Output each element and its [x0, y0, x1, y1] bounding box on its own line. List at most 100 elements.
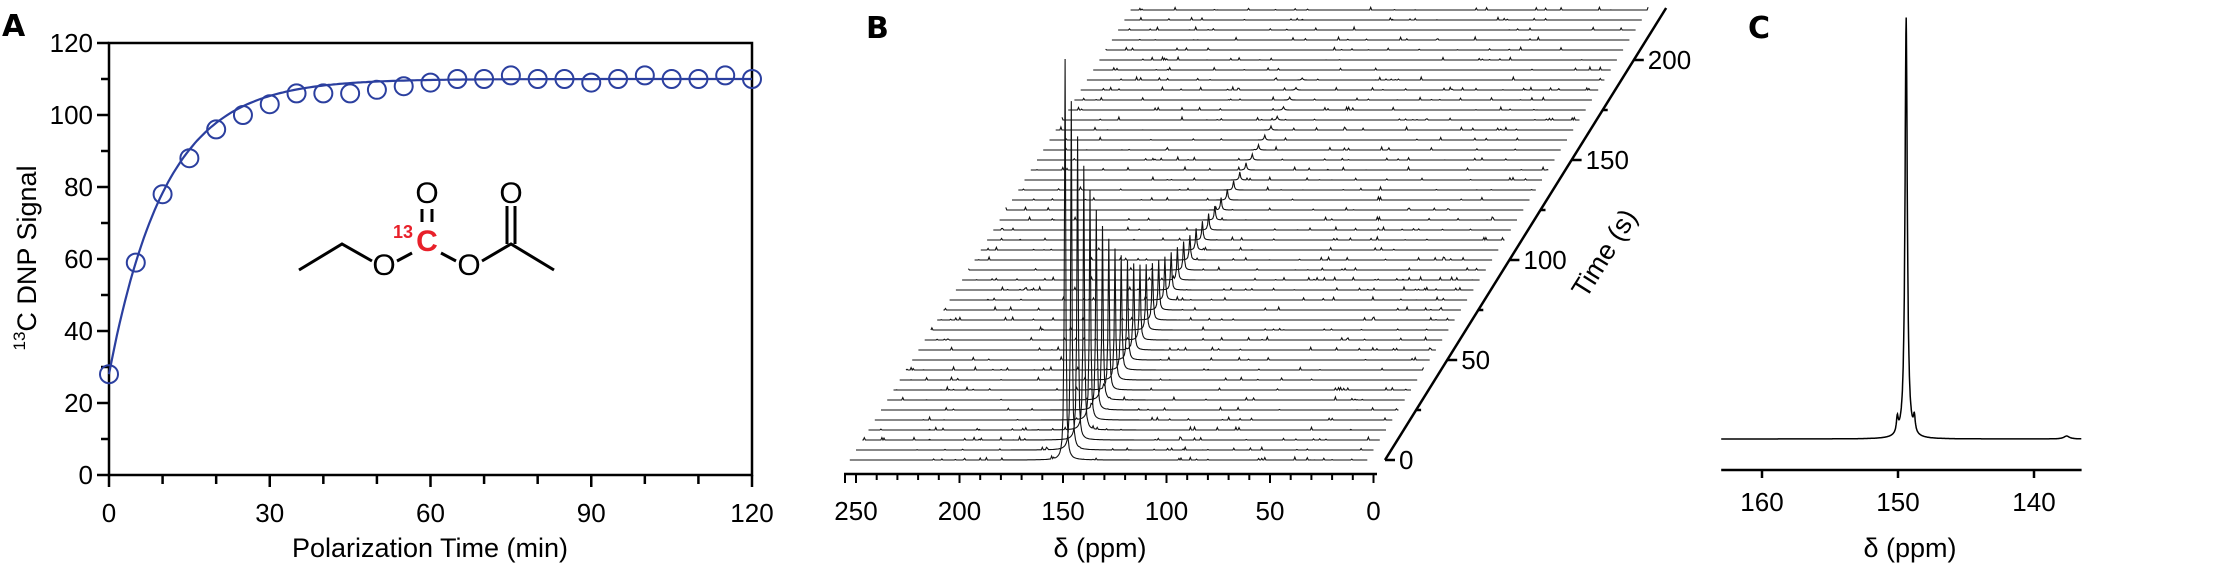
molecule-structure — [298, 206, 555, 272]
b-time-tick-label: 0 — [1399, 445, 1413, 475]
c-spectrum — [1721, 17, 2082, 440]
b-spectrum-trace — [924, 264, 1443, 341]
b-spectrum-trace — [1037, 151, 1555, 161]
a-data-point — [447, 69, 468, 89]
c-x-tick-label: 160 — [1740, 487, 1783, 517]
b-spectrum-trace — [1111, 35, 1630, 41]
a-data-point — [500, 65, 521, 86]
isotope-label-carbon: C — [416, 225, 438, 258]
b-spectrum-trace — [967, 241, 1486, 271]
a-data-point — [179, 148, 200, 169]
bond-acetyl — [481, 242, 555, 272]
b-spectrum-trace — [930, 264, 1449, 331]
b-spectrum-trace — [987, 221, 1505, 242]
b-spectrum-trace — [980, 228, 1499, 251]
a-y-tick-label: 60 — [64, 244, 93, 274]
b-spectrum-trace — [1124, 16, 1642, 21]
a-y-tick-label: 0 — [79, 460, 93, 490]
bond-c-o — [440, 251, 457, 263]
bond-o-c — [396, 251, 413, 263]
b-spectrum-trace — [962, 247, 1480, 281]
b-time-tick-label: 50 — [1461, 345, 1490, 375]
b-spectrum-trace — [918, 263, 1436, 351]
a-y-tick-label: 120 — [50, 28, 93, 58]
a-y-axis-title-main: C DNP Signal — [12, 166, 42, 332]
b-spectrum-trace — [905, 255, 1425, 372]
b-spectrum-trace — [1068, 105, 1586, 112]
panel-label-b: B — [866, 11, 889, 46]
panel-label-a: A — [2, 9, 26, 44]
a-x-axis-title: Polarization Time (min) — [292, 533, 568, 563]
b-spectrum-trace — [868, 165, 1386, 431]
b-spectrum-trace — [1049, 133, 1567, 141]
a-plot-frame — [107, 41, 754, 477]
atom-o-carbonyl2: O — [499, 177, 522, 210]
b-x-tick-label: 0 — [1366, 496, 1380, 526]
b-spectrum-trace — [887, 225, 1405, 401]
panel-a-chart: Polarization Time (min) 13C DNP Signal O… — [10, 28, 774, 563]
a-data-point — [152, 184, 173, 205]
atom-o-carbonyl1: O — [415, 177, 438, 210]
c-x-tick-label: 150 — [1876, 487, 1919, 517]
a-data-point — [232, 105, 253, 125]
b-spectrum-trace — [874, 190, 1393, 421]
a-data-point — [420, 72, 441, 93]
b-spectrum-trace — [955, 252, 1474, 292]
b-spectrum-trace — [1030, 162, 1549, 171]
b-spectrum-trace — [1093, 65, 1611, 71]
b-spectrum-trace — [937, 263, 1455, 321]
b-spectrum-trace — [999, 205, 1517, 222]
bond-ethyl — [298, 242, 373, 272]
a-data-point — [715, 65, 736, 86]
b-spectrum-trace — [943, 260, 1461, 311]
b-time-tick-label: 200 — [1648, 45, 1691, 75]
a-y-axis-title-sup: 13 — [10, 332, 29, 351]
a-y-axis-title: 13C DNP Signal — [10, 166, 42, 351]
b-spectrum-trace — [1024, 171, 1542, 181]
a-data-point — [366, 79, 387, 100]
b-time-axis — [1383, 7, 1668, 461]
c-x-tick-label: 140 — [2012, 487, 2055, 517]
b-time-tick-label: 100 — [1523, 245, 1566, 275]
b-spectrum-trace — [862, 136, 1380, 442]
b-spectrum-trace — [974, 235, 1493, 261]
isotope-label-sup: 13 — [393, 222, 413, 242]
b-spectrum-trace — [1043, 142, 1561, 151]
a-x-tick-label: 120 — [730, 498, 773, 528]
panel-c-chart: δ (ppm) 160 150 140 — [1721, 17, 2082, 563]
a-data-point — [125, 252, 146, 273]
b-spectrum-trace — [856, 101, 1374, 451]
b-spectrum-trace — [1118, 25, 1636, 31]
a-y-tick-label: 80 — [64, 172, 93, 202]
panel-b-chart: δ (ppm) Time (s) 250 200 150 100 50 00 50 100 15… — [834, 5, 1691, 563]
b-spectrum-trace — [1074, 95, 1592, 101]
a-data-point — [393, 76, 414, 97]
b-x-tick-label: 50 — [1256, 496, 1285, 526]
b-spectrum-trace — [893, 238, 1411, 392]
a-data-point — [661, 69, 682, 89]
b-spectrum-trace — [849, 58, 1368, 462]
a-data-point — [554, 69, 575, 89]
b-spectrum-trace — [1105, 45, 1624, 51]
b-x-tick-label: 150 — [1041, 496, 1084, 526]
b-spectrum-trace — [881, 210, 1399, 411]
a-data-point — [99, 364, 119, 385]
a-data-point — [608, 69, 629, 89]
b-spectrum-trace — [912, 260, 1430, 361]
b-spectrum-trace — [1130, 5, 1649, 11]
c-x-axis-title: δ (ppm) — [1863, 533, 1956, 563]
b-spectrum-trace — [1005, 197, 1524, 211]
a-y-tick-label: 20 — [64, 388, 93, 418]
b-spectrum-trace — [1086, 75, 1605, 81]
a-data-point — [259, 94, 280, 115]
b-spectrum-trace — [993, 213, 1511, 231]
b-x-tick-label: 100 — [1145, 496, 1188, 526]
b-spectrum-trace — [1012, 189, 1530, 202]
a-data-point — [340, 83, 361, 104]
atom-o-ester1: O — [372, 249, 395, 282]
b-spectrum-trace — [899, 248, 1418, 381]
b-x-axis-title: δ (ppm) — [1053, 533, 1146, 563]
b-x-tick-label: 200 — [938, 496, 981, 526]
a-data-point — [742, 69, 762, 89]
